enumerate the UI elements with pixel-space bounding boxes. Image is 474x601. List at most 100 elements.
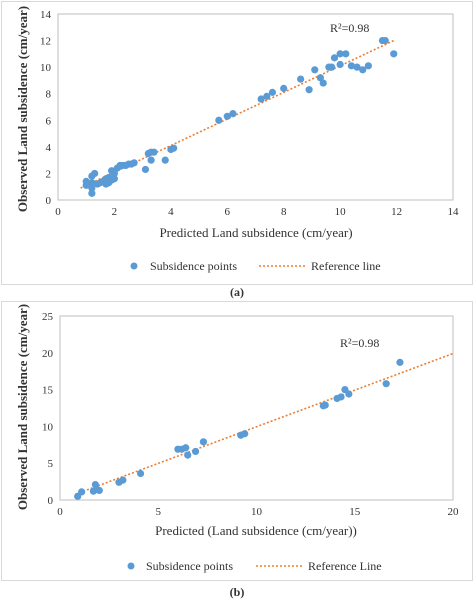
chart-b-legend-marker-points: [127, 562, 135, 570]
chart-b-x-tick-label: 15: [349, 506, 361, 518]
chart-a-y-tick-label: 8: [46, 89, 52, 101]
chart-a-data-point: [215, 116, 223, 124]
chart-a-data-point: [88, 179, 96, 187]
chart-a-data-point: [82, 177, 90, 185]
chart-b-y-tick-label: 20: [42, 348, 54, 360]
chart-a-data-point: [161, 156, 169, 164]
chart-a-data-point: [336, 60, 344, 69]
chart-a-data-point: [263, 92, 271, 100]
chart-a-x-tick-label: 6: [225, 206, 231, 218]
chart-a-data-point: [88, 189, 96, 197]
chart-b-data-point: [345, 390, 353, 398]
chart-b: 0 5 10 15 20 0 5 10 15 20 25: [42, 311, 459, 518]
chart-b-data-point: [95, 486, 103, 495]
chart-a-y-tick-label: 0: [46, 195, 52, 207]
chart-a-y-tick-label: 2: [46, 168, 52, 180]
chart-b-data-point: [241, 430, 249, 438]
chart-a-data-point: [297, 75, 305, 83]
chart-a-data-point: [91, 169, 99, 178]
chart-a-data-point: [328, 63, 336, 71]
chart-a-data-point: [268, 88, 277, 96]
chart-a-data-point: [257, 95, 265, 103]
chart-a-data-point: [110, 175, 119, 183]
chart-b-data-point: [321, 401, 329, 409]
chart-b-data-point: [182, 444, 190, 452]
chart-b-y-tick-label: 10: [42, 421, 54, 433]
panel-b-caption: (b): [230, 585, 245, 599]
chart-a-x-tick-label: 4: [168, 206, 174, 218]
chart-a-data-point: [390, 50, 398, 58]
chart-b-data-point: [119, 476, 127, 484]
chart-a-data-point: [280, 84, 288, 92]
chart-a-data-point: [170, 144, 178, 152]
chart-a-y-tick-label: 4: [46, 142, 52, 154]
chart-b-data-point: [396, 358, 404, 366]
chart-a-data-point: [316, 74, 324, 82]
chart-b-plot-area: [59, 315, 454, 501]
chart-b-y-tick-label: 5: [48, 458, 54, 470]
chart-a-data-point: [364, 62, 372, 70]
chart-a-data-point: [359, 66, 367, 74]
chart-b-legend-label-points: Subsidence points: [146, 559, 233, 573]
chart-a: 0 2 4 6 8 10 12 14 0 2 4 6 8 10 12 14: [40, 9, 459, 218]
chart-a-data-point: [381, 36, 389, 45]
chart-b-legend: Subsidence points Reference Line: [127, 559, 382, 573]
chart-a-x-tick-label: 10: [335, 206, 347, 218]
chart-a-data-point: [150, 148, 158, 156]
chart-a-legend-marker-points: [130, 262, 138, 270]
chart-a-data-point: [305, 86, 313, 94]
chart-b-x-tick-label: 10: [251, 506, 263, 518]
chart-a-data-point: [336, 50, 344, 58]
chart-b-data-point: [191, 447, 200, 456]
chart-a-legend: Subsidence points Reference line: [130, 259, 381, 273]
chart-a-data-point: [330, 54, 339, 62]
chart-a-x-tick-label: 8: [281, 206, 287, 218]
chart-b-y-tick-label: 0: [48, 495, 54, 507]
chart-a-data-point: [88, 184, 96, 192]
chart-a-data-point: [353, 63, 361, 71]
panel-b-frame: [1, 301, 473, 581]
chart-b-legend-label-line: Reference Line: [308, 559, 382, 573]
chart-a-y-tick-label: 6: [46, 115, 52, 127]
chart-b-data-point: [337, 393, 345, 401]
chart-b-xlabel: Predicted (Land subsidence (cm/year)): [155, 523, 357, 538]
chart-b-data-point: [199, 438, 208, 446]
chart-a-x-tick-label: 14: [448, 206, 460, 218]
chart-a-legend-label-points: Subsidence points: [150, 259, 237, 273]
chart-a-x-tick-label: 0: [55, 206, 61, 218]
chart-b-data-point: [78, 488, 86, 496]
chart-b-ylabel: Observed Land subsidence (cm/year): [15, 304, 30, 510]
chart-a-y-tick-label: 10: [40, 62, 52, 74]
panel-a-frame: [1, 1, 473, 285]
chart-a-data-point: [130, 159, 138, 167]
chart-a-xlabel: Predicted Land subsidence (cm/year): [159, 225, 352, 240]
chart-a-data-point: [342, 50, 350, 58]
chart-a-data-point: [311, 66, 319, 74]
chart-a-plot-area: [57, 13, 454, 201]
chart-a-data-point: [141, 165, 150, 174]
panel-a-caption: (a): [230, 285, 244, 299]
chart-b-x-tick-label: 0: [57, 506, 63, 518]
chart-a-data-point: [147, 156, 155, 164]
chart-a-x-tick-label: 12: [391, 206, 402, 218]
chart-b-data-point: [382, 380, 390, 388]
chart-a-legend-label-line: Reference line: [311, 259, 381, 273]
chart-b-annotation: R²=0.98: [340, 336, 379, 350]
chart-b-x-tick-label: 20: [448, 506, 460, 518]
chart-b-y-tick-label: 15: [42, 385, 54, 397]
chart-a-annotation: R²=0.98: [330, 21, 369, 35]
chart-b-reference-line: [75, 352, 454, 495]
chart-a-data-point: [110, 169, 119, 178]
chart-b-data-point: [184, 451, 192, 459]
chart-a-x-tick-label: 2: [112, 206, 118, 218]
chart-a-data-point: [347, 62, 356, 70]
chart-a-ylabel: Observed Land subsidence (cm/year): [15, 6, 30, 212]
chart-a-y-tick-label: 12: [40, 36, 51, 48]
chart-a-y-tick-label: 14: [40, 9, 52, 21]
chart-b-y-tick-label: 25: [42, 311, 54, 323]
chart-b-data-point: [136, 469, 145, 478]
chart-a-data-point: [229, 110, 237, 118]
chart-a-data-point: [223, 112, 231, 120]
chart-b-x-tick-label: 5: [156, 506, 162, 518]
